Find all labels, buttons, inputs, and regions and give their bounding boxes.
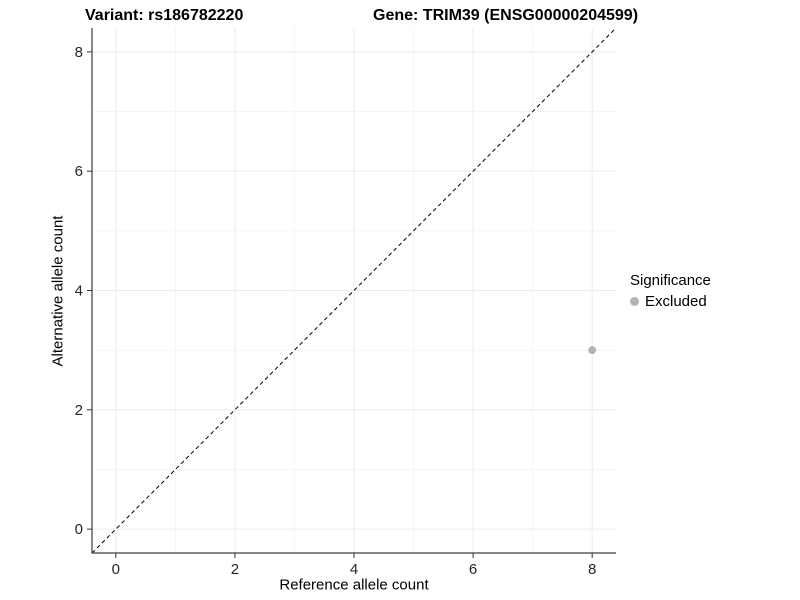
legend-item-excluded: Excluded xyxy=(630,293,711,310)
y-tick-label: 2 xyxy=(75,402,83,419)
legend-point-icon xyxy=(630,297,639,306)
y-tick-label: 6 xyxy=(75,163,83,180)
x-tick-label: 6 xyxy=(469,561,477,578)
y-tick-label: 4 xyxy=(75,283,83,300)
legend: Significance Excluded xyxy=(630,272,711,310)
data-point xyxy=(588,346,597,355)
legend-title: Significance xyxy=(630,272,711,289)
y-tick-label: 0 xyxy=(75,521,83,538)
x-tick-label: 4 xyxy=(350,561,358,578)
identity-reference-line xyxy=(91,27,617,554)
legend-item-label: Excluded xyxy=(645,293,707,310)
x-tick-label: 0 xyxy=(112,561,120,578)
plot-title-gene: Gene: TRIM39 (ENSG00000204599) xyxy=(373,7,639,24)
x-tick-label: 2 xyxy=(231,561,239,578)
x-axis-title: Reference allele count xyxy=(279,576,429,594)
x-tick-label: 8 xyxy=(588,561,596,578)
plot-title-variant: Variant: rs186782220 xyxy=(85,7,244,24)
y-tick-label: 8 xyxy=(75,44,83,61)
